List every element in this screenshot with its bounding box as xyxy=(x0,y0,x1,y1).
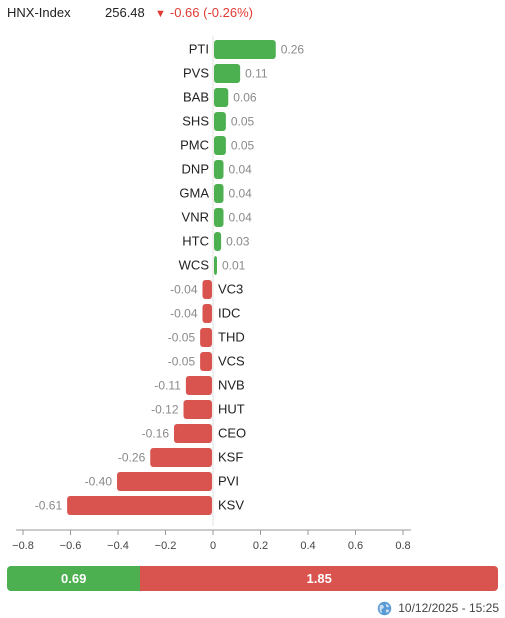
value-label: 0.03 xyxy=(226,235,250,249)
x-tick-label: 0.4 xyxy=(300,540,315,552)
value-label: -0.11 xyxy=(154,379,181,393)
bar-hut[interactable] xyxy=(183,400,213,419)
x-tick-label: −0.6 xyxy=(60,540,82,552)
summary-positive-segment: 0.69 xyxy=(7,566,141,591)
x-tick-label: 0 xyxy=(210,540,216,552)
category-label: PTI xyxy=(189,42,209,57)
index-change: ▼ -0.66 (-0.26%) xyxy=(155,4,253,23)
value-label: 0.01 xyxy=(222,259,246,273)
footer: 10/12/2025 - 15:25 xyxy=(377,600,499,616)
category-label: PMC xyxy=(180,138,209,153)
summary-negative-segment: 1.85 xyxy=(140,566,498,591)
value-label: -0.12 xyxy=(151,403,179,417)
category-label: KSV xyxy=(218,498,244,513)
category-label: IDC xyxy=(218,306,240,321)
bar-ceo[interactable] xyxy=(174,424,212,443)
category-label: HUT xyxy=(218,402,245,417)
bar-idc[interactable] xyxy=(202,304,213,323)
down-arrow-icon: ▼ xyxy=(155,8,166,20)
category-label: DNP xyxy=(182,162,209,177)
category-label: VNR xyxy=(182,210,209,225)
category-label: SHS xyxy=(182,114,209,129)
value-label: -0.40 xyxy=(85,475,113,489)
value-label: -0.04 xyxy=(170,307,198,321)
value-label: 0.04 xyxy=(229,211,253,225)
category-label: VCS xyxy=(218,354,245,369)
contribution-bar-chart: PTI 0.26 PVS 0.11 BAB 0.06 SHS 0.05 PMC 0.05 DNP 0.… xyxy=(12,36,411,552)
value-label: 0.11 xyxy=(245,67,268,81)
value-label: 0.05 xyxy=(231,115,255,129)
bar-thd[interactable] xyxy=(200,328,212,347)
category-label: HTC xyxy=(182,234,209,249)
index-name: HNX-Index xyxy=(7,5,71,20)
bar-htc[interactable] xyxy=(214,232,222,251)
x-tick-label: −0.8 xyxy=(12,540,34,552)
summary-positive-value: 0.69 xyxy=(61,571,87,586)
category-label: WCS xyxy=(179,258,210,273)
bar-bab[interactable] xyxy=(214,88,229,107)
bar-ksf[interactable] xyxy=(150,448,212,467)
globe-icon xyxy=(377,601,392,615)
bar-dnp[interactable] xyxy=(214,160,224,179)
value-label: -0.26 xyxy=(118,451,146,465)
bar-shs[interactable] xyxy=(214,112,226,131)
index-change-text: -0.66 (-0.26%) xyxy=(169,5,253,20)
x-tick-label: 0.8 xyxy=(395,540,410,552)
category-label: KSF xyxy=(218,450,243,465)
value-label: -0.16 xyxy=(142,427,170,441)
index-value: 256.48 xyxy=(105,5,145,20)
category-label: NVB xyxy=(218,378,245,393)
value-label: 0.04 xyxy=(229,163,253,177)
category-label: CEO xyxy=(218,426,246,441)
value-label: 0.06 xyxy=(233,91,257,105)
category-label: GMA xyxy=(179,186,209,201)
value-label: -0.05 xyxy=(168,355,196,369)
bar-gma[interactable] xyxy=(214,184,224,203)
x-tick-label: 0.6 xyxy=(348,540,363,552)
category-label: PVS xyxy=(183,66,209,81)
value-label: -0.61 xyxy=(35,499,63,513)
value-label: 0.26 xyxy=(281,43,305,57)
value-label: 0.05 xyxy=(231,139,255,153)
bar-vnr[interactable] xyxy=(214,208,224,227)
bar-pvi[interactable] xyxy=(117,472,212,491)
x-tick-label: −0.4 xyxy=(107,540,129,552)
bar-nvb[interactable] xyxy=(185,376,212,395)
bar-pti[interactable] xyxy=(214,40,276,59)
summary-bar: 0.69 1.85 xyxy=(7,566,498,591)
bar-pmc[interactable] xyxy=(214,136,226,155)
category-label: THD xyxy=(218,330,245,345)
bar-ksv[interactable] xyxy=(67,496,212,515)
timestamp: 10/12/2025 - 15:25 xyxy=(398,601,499,615)
category-label: BAB xyxy=(183,90,209,105)
bar-vcs[interactable] xyxy=(200,352,212,371)
x-tick-label: 0.2 xyxy=(253,540,268,552)
x-tick-label: −0.2 xyxy=(155,540,177,552)
bar-wcs[interactable] xyxy=(214,256,217,275)
value-label: -0.04 xyxy=(170,283,198,297)
category-label: VC3 xyxy=(218,282,243,297)
bar-pvs[interactable] xyxy=(214,64,241,83)
value-label: 0.04 xyxy=(229,187,253,201)
summary-negative-value: 1.85 xyxy=(306,571,332,586)
value-label: -0.05 xyxy=(168,331,196,345)
category-label: PVI xyxy=(218,474,239,489)
bar-vc3[interactable] xyxy=(202,280,213,299)
